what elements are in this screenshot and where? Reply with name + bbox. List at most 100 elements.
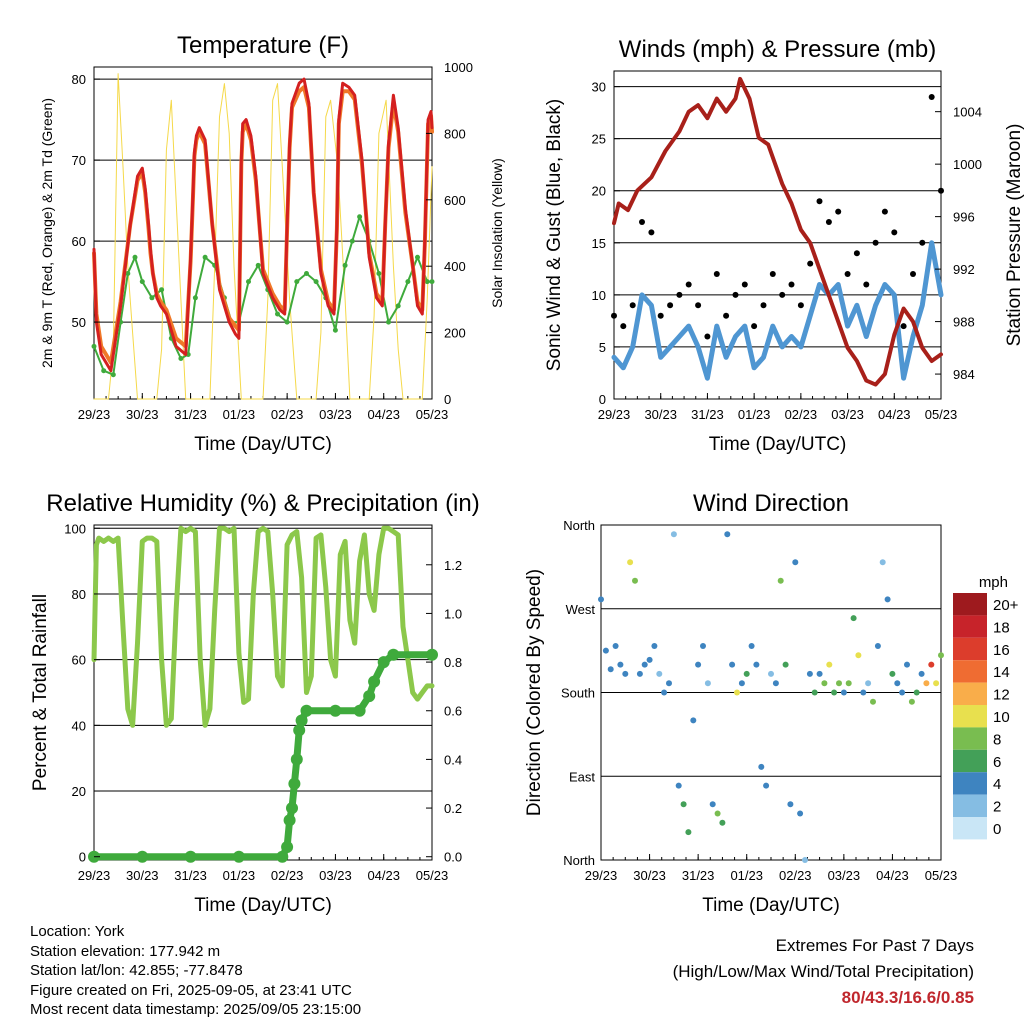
location-text: Location: York: [30, 923, 125, 940]
y2-tick-label: 1.2: [444, 558, 462, 573]
gust-point: [938, 187, 944, 194]
latlon-text: Station lat/lon: 42.855; -77.8478: [30, 962, 243, 979]
gust-point: [779, 291, 786, 298]
direction-point: [598, 596, 604, 603]
y-tick-label: North: [563, 853, 595, 868]
precipitation-point: [368, 675, 381, 688]
x-tick-label: 01/23: [730, 868, 763, 883]
legend-swatch: [953, 682, 987, 705]
direction-point: [865, 680, 872, 687]
precipitation-point: [293, 724, 306, 737]
y2-tick-label: 992: [953, 262, 975, 277]
wind-direction-panel: Wind Direction 29/23 30/23 31/23 01/23 02/23 0…: [524, 490, 1019, 916]
x-tick-label: 02/23: [779, 868, 812, 883]
dewpoint-point: [110, 372, 116, 378]
gust-point: [816, 198, 823, 205]
direction-point: [768, 670, 774, 677]
legend-swatch: [953, 749, 987, 773]
direction-point: [729, 661, 736, 668]
extremes-title: Extremes For Past 7 Days: [775, 936, 974, 955]
gust-point: [657, 312, 664, 319]
legend-swatch: [953, 593, 987, 616]
y2-tick-label: 996: [953, 210, 975, 225]
gust-point: [853, 250, 860, 257]
direction-point: [816, 670, 823, 677]
y-tick-label: 10: [592, 288, 606, 303]
y-tick-label: 60: [72, 653, 86, 668]
x-tick-label: 02/23: [271, 868, 304, 883]
legend-label: 10: [993, 709, 1010, 726]
x-tick-label: 30/23: [644, 407, 677, 422]
gust-point: [807, 260, 814, 267]
legend-label: 18: [993, 619, 1010, 636]
x-tick-label: 29/23: [598, 407, 631, 422]
legend-label: 6: [993, 754, 1001, 771]
y2-tick-label: 800: [444, 126, 466, 141]
y2-tick-label: 400: [444, 259, 466, 274]
gust-point: [910, 271, 916, 277]
direction-point: [602, 647, 609, 654]
extremes-values: 80/43.3/16.6/0.85: [841, 988, 974, 1007]
gust-point: [769, 271, 776, 277]
y2-tick-label: 0.8: [444, 655, 462, 670]
x-tick-label: 05/23: [416, 407, 449, 422]
y-tick-label: South: [561, 686, 595, 701]
direction-point: [685, 829, 692, 836]
dewpoint-point: [246, 279, 251, 285]
direction-point: [632, 577, 638, 584]
elevation-text: Station elevation: 177.942 m: [30, 942, 221, 960]
gust-point: [891, 229, 898, 236]
direction-point: [850, 615, 857, 622]
direction-point: [636, 670, 643, 677]
gust-point: [629, 302, 636, 309]
legend-label: 0: [993, 821, 1001, 838]
y2-tick-label: 1.0: [444, 606, 462, 621]
dewpoint-point: [376, 271, 382, 276]
gust-point: [881, 208, 888, 215]
y2-tick-label: 0: [444, 392, 451, 407]
legend-label: 4: [993, 776, 1001, 793]
direction-point: [826, 661, 833, 668]
legend-swatch: [953, 660, 987, 683]
precipitation-point: [276, 850, 289, 863]
direction-point: [763, 782, 770, 789]
direction-point: [879, 559, 886, 566]
x-tick-label: 31/23: [691, 407, 724, 422]
y2-tick-label: 984: [953, 367, 975, 382]
precipitation-point: [329, 704, 342, 717]
y-tick-label: 80: [72, 72, 86, 87]
dewpoint-point: [178, 356, 184, 361]
direction-point: [831, 689, 838, 696]
humidity-precip-panel: Relative Humidity (%) & Precipitation (i…: [30, 490, 480, 916]
plot-frame: [93, 66, 433, 400]
direction-point: [918, 670, 925, 677]
y-tick-label: 60: [72, 234, 86, 249]
x-tick-label: 31/23: [682, 868, 715, 883]
x-tick-label: 01/23: [738, 407, 771, 422]
dewpoint-point: [424, 279, 430, 285]
dewpoint-point: [139, 279, 145, 285]
dewpoint-point: [125, 271, 131, 276]
gust-point: [667, 302, 674, 309]
direction-point: [748, 643, 755, 649]
direction-point: [928, 661, 935, 668]
x-axis-label: Time (Day/UTC): [194, 434, 332, 455]
direction-point: [714, 810, 721, 817]
y2-tick-label: 1004: [953, 105, 982, 120]
precipitation-point: [300, 704, 313, 717]
legend-label: 12: [993, 687, 1010, 704]
gust-point: [797, 302, 804, 309]
precipitation-point: [387, 648, 400, 661]
x-tick-label: 04/23: [367, 868, 400, 883]
y2-axis-label: Station Pressure (Maroon): [1004, 124, 1024, 347]
direction-point: [908, 698, 915, 705]
gust-point: [611, 312, 617, 319]
x-axis-label: Time (Day/UTC): [194, 895, 332, 916]
x-tick-label: 05/23: [416, 868, 449, 883]
plot-frame: [93, 524, 433, 861]
x-tick-label: 01/23: [223, 868, 256, 883]
direction-point: [787, 801, 794, 808]
gust-point: [741, 281, 748, 288]
gust-point: [639, 219, 645, 225]
